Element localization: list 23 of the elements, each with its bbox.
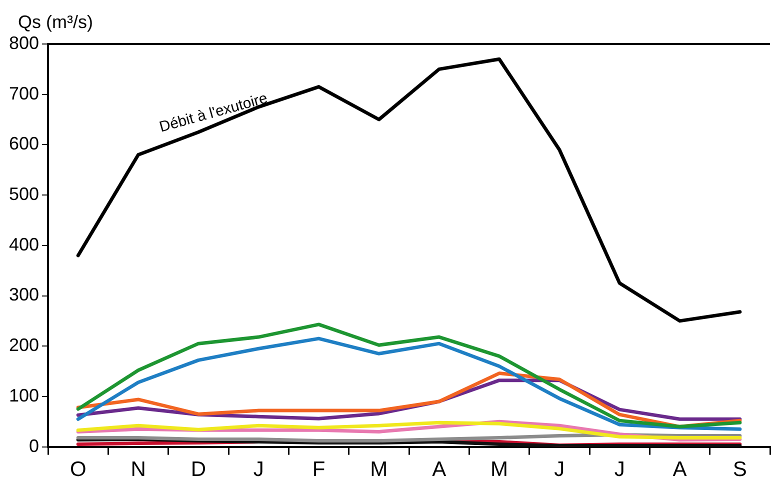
y-axis-title: Qs (m³/s) [18, 12, 93, 32]
x-tick-label: A [672, 458, 687, 482]
y-tick-label: 700 [8, 83, 40, 104]
y-tick-label: 500 [8, 184, 40, 204]
x-tick-label: A [432, 458, 446, 482]
x-tick-label: J [253, 458, 264, 482]
x-tick-label: D [190, 458, 206, 482]
y-tick-label: 100 [8, 385, 40, 406]
x-tick-label: J [614, 458, 625, 482]
y-tick-label: 600 [8, 134, 40, 154]
y-tick-label: 300 [8, 284, 40, 305]
x-tick-label: F [312, 458, 326, 482]
x-tick-label: N [130, 458, 146, 482]
y-tick-label: 400 [8, 234, 40, 254]
y-tick-label: 0 [29, 436, 40, 456]
y-tick-label: 800 [8, 32, 40, 53]
x-tick-label: O [70, 458, 86, 482]
x-tick-label: M [370, 458, 388, 482]
annotation: Débit à l'exutoire [158, 90, 270, 136]
x-tick-label: J [554, 458, 565, 482]
y-tick-label: 200 [8, 335, 40, 356]
x-tick-label: S [732, 458, 747, 482]
x-tick-label: M [490, 458, 508, 482]
